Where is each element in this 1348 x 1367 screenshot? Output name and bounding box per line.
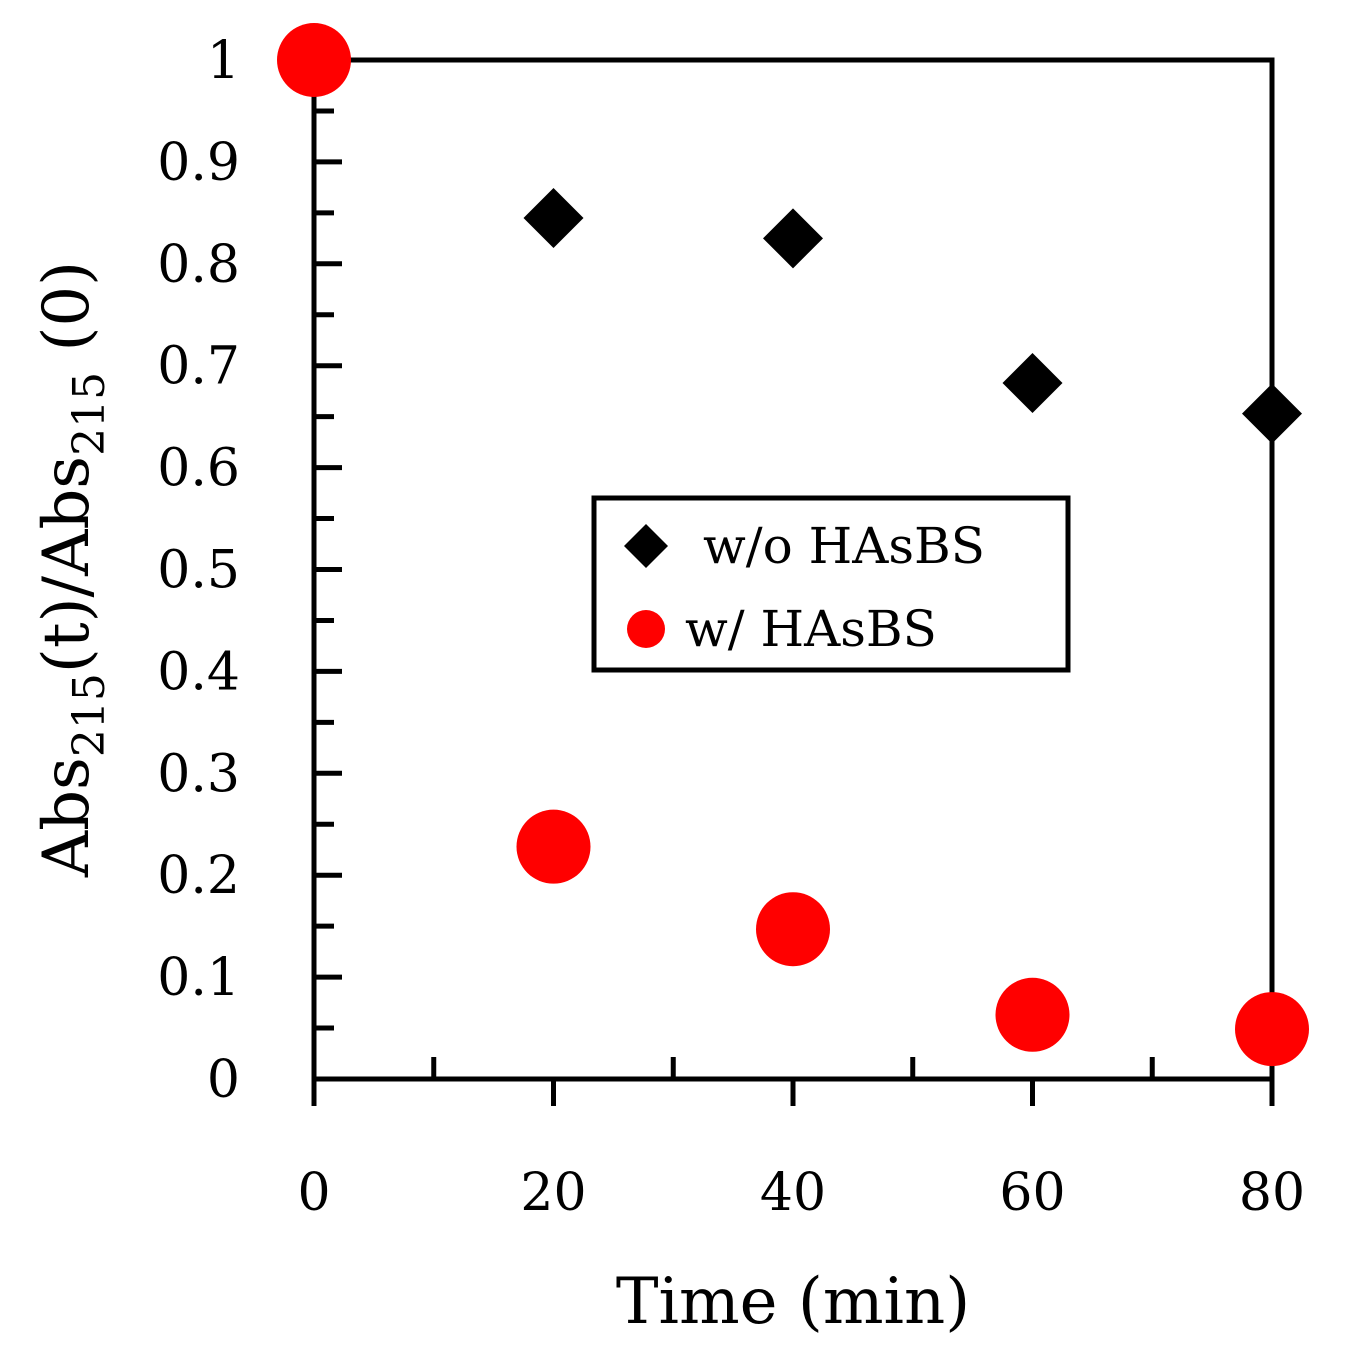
legend-marker-diamond — [624, 524, 668, 568]
y-axis-title-subscript: 215 — [64, 372, 115, 456]
y-axis-title-subscript: 215 — [64, 673, 115, 757]
data-points — [277, 23, 1309, 1067]
legend-marker-circle — [627, 610, 665, 648]
data-point-circle — [756, 892, 830, 967]
y-axis-title-part: (0) — [30, 261, 104, 372]
y-tick-label: 0.9 — [157, 133, 240, 193]
x-axis-title: Time (min) — [616, 1265, 970, 1339]
data-point-circle — [277, 23, 351, 97]
y-axis: 0 0.1 0.2 0.3 0.4 0.5 0.6 0.7 0.8 0.9 1 — [157, 31, 342, 1110]
y-axis-title-part: Abs — [30, 757, 104, 878]
x-tick-label: 40 — [760, 1163, 826, 1223]
data-point-diamond — [1002, 353, 1063, 414]
x-tick-label: 0 — [297, 1163, 330, 1223]
y-tick-label: 0 — [207, 1050, 240, 1110]
x-tick-label: 60 — [999, 1163, 1065, 1223]
y-tick-label: 0.4 — [157, 642, 240, 702]
x-tick-label: 80 — [1239, 1163, 1305, 1223]
y-tick-label: 0.1 — [157, 948, 240, 1008]
legend: w/o HAsBS w/ HAsBS — [591, 495, 1071, 673]
data-point-circle — [995, 977, 1070, 1052]
y-tick-label: 0.2 — [157, 846, 240, 906]
y-axis-title-part: (t)/Abs — [30, 456, 104, 673]
data-point-diamond — [523, 187, 584, 248]
legend-label-series-2: w/ HAsBS — [685, 600, 937, 658]
legend-label-series-1: w/o HAsBS — [703, 517, 985, 575]
x-tick-label: 20 — [520, 1163, 586, 1223]
x-axis: 0 20 40 60 80 — [297, 1057, 1305, 1223]
data-point-diamond — [763, 208, 823, 269]
data-point-circle — [1235, 992, 1309, 1067]
y-tick-label: 0.5 — [157, 541, 240, 601]
y-tick-label: 1 — [207, 31, 240, 91]
y-tick-label: 0.3 — [157, 744, 240, 804]
legend-box — [591, 495, 1071, 673]
y-tick-label: 0.6 — [157, 439, 240, 499]
data-point-diamond — [1242, 383, 1302, 444]
data-point-circle — [516, 809, 591, 884]
y-axis-title: Abs215(t)/Abs215 (0) — [30, 261, 115, 878]
y-tick-label: 0.7 — [157, 337, 240, 397]
y-tick-label: 0.8 — [157, 235, 240, 295]
